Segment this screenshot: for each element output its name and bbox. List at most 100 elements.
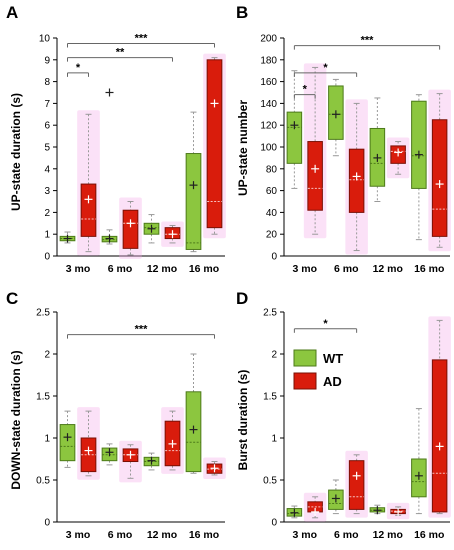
panel-label: C xyxy=(6,289,18,308)
legend: WT AD xyxy=(293,349,343,390)
x-tick-label: 3 mo xyxy=(66,263,91,275)
x-tick-label: 3 mo xyxy=(292,529,317,541)
y-tick-label: 180 xyxy=(260,55,277,66)
box-ad xyxy=(345,450,368,518)
y-tick-label: 100 xyxy=(260,143,277,154)
legend-ad-swatch xyxy=(293,372,317,390)
x-tick-label: 16 mo xyxy=(414,529,444,541)
box-iqr xyxy=(307,141,323,211)
y-tick-label: 9 xyxy=(44,55,50,66)
panel-D: D Burst duration (s) 0 0.5 1 1.5 2 2.5 3 mo 6 m… xyxy=(236,289,451,541)
significance-bracket: *** xyxy=(67,324,215,339)
box-iqr xyxy=(431,359,448,513)
y-tick-label: 6 xyxy=(44,121,50,132)
y-tick-label: 1 xyxy=(271,434,277,445)
significance-label: * xyxy=(323,62,328,74)
y-tick-label: 140 xyxy=(260,99,277,110)
panel-A: A UP-state duration (s) 0 1 2 3 4 5 6 7 8 9 10 3 mo… xyxy=(6,3,226,275)
y-tick-label: 7 xyxy=(44,99,50,110)
box-iqr xyxy=(348,460,365,510)
y-tick-label: 3 xyxy=(44,186,50,197)
y-tick-label: 0 xyxy=(271,252,277,263)
x-tick-label: 12 mo xyxy=(373,263,403,275)
box-wt xyxy=(143,452,160,471)
x-tick-label: 3 mo xyxy=(66,529,91,541)
box-iqr xyxy=(431,119,448,237)
box-wt xyxy=(143,214,160,244)
box-wt xyxy=(286,70,303,189)
significance-bracket: * xyxy=(293,84,316,99)
box-ad xyxy=(428,316,451,518)
x-tick-label: 16 mo xyxy=(189,263,219,275)
box-wt xyxy=(286,505,303,519)
y-tick-label: 40 xyxy=(266,208,278,219)
y-tick-label: 8 xyxy=(44,77,50,88)
box-ad xyxy=(77,110,100,256)
y-tick-label: 10 xyxy=(39,34,51,45)
y-tick-label: 5 xyxy=(44,143,50,154)
box-wt xyxy=(369,504,386,515)
legend-wt-swatch xyxy=(293,349,317,367)
box-ad xyxy=(161,221,184,247)
y-tick-label: 2.5 xyxy=(36,308,50,319)
y-axis-label: UP-state number xyxy=(236,100,250,196)
x-tick-label: 6 mo xyxy=(108,529,133,541)
box-wt xyxy=(101,88,118,245)
y-tick-label: 200 xyxy=(260,34,277,45)
x-tick-label: 16 mo xyxy=(189,529,219,541)
box-ad xyxy=(203,53,226,239)
y-tick-label: 1 xyxy=(44,434,50,445)
box-ad xyxy=(161,407,184,474)
legend-wt-label: WT xyxy=(323,351,343,366)
box-wt xyxy=(185,353,202,474)
significance-label: *** xyxy=(135,324,149,336)
y-tick-label: 20 xyxy=(266,230,278,241)
box-wt xyxy=(59,410,76,468)
y-tick-label: 80 xyxy=(266,164,278,175)
y-axis-label: DOWN-state duration (s) xyxy=(9,350,23,489)
box-ad xyxy=(345,99,368,255)
significance-bracket: *** xyxy=(293,35,441,50)
y-tick-label: 2 xyxy=(44,208,50,219)
legend-ad-label: AD xyxy=(323,374,342,389)
panel-label: B xyxy=(236,3,248,22)
box-wt xyxy=(185,111,202,253)
box-wt xyxy=(369,97,386,202)
y-tick-label: 1 xyxy=(44,230,50,241)
y-tick-label: 0 xyxy=(271,518,277,529)
y-tick-label: 0.5 xyxy=(263,476,277,487)
box-wt xyxy=(59,231,76,244)
y-tick-label: 0 xyxy=(44,252,50,263)
box-wt xyxy=(328,479,344,515)
box-iqr xyxy=(59,424,76,462)
y-tick-label: 2 xyxy=(44,350,50,361)
box-ad xyxy=(303,63,327,239)
y-tick-label: 2.5 xyxy=(263,308,277,319)
significance-label: * xyxy=(76,62,81,74)
y-tick-label: 60 xyxy=(266,186,278,197)
significance-label: * xyxy=(303,84,308,96)
box-iqr xyxy=(411,100,427,189)
y-tick-label: 160 xyxy=(260,77,277,88)
significance-bracket: ** xyxy=(67,47,173,62)
x-tick-label: 12 mo xyxy=(147,263,177,275)
significance-label: *** xyxy=(135,32,149,44)
box-iqr xyxy=(80,183,97,237)
box-wt xyxy=(411,94,427,241)
panel-C: C DOWN-state duration (s) 0 0.5 1 1.5 2 2.5 3 … xyxy=(6,289,226,541)
x-tick-label: 12 mo xyxy=(147,529,177,541)
y-axis-label: UP-state duration (s) xyxy=(9,93,23,211)
significance-bracket: *** xyxy=(67,32,215,48)
y-axis-label: Burst duration (s) xyxy=(236,370,250,471)
significance-bracket: * xyxy=(67,62,89,77)
significance-bracket: * xyxy=(293,62,358,77)
box-ad xyxy=(203,457,226,479)
box-iqr xyxy=(185,153,202,250)
x-tick-label: 6 mo xyxy=(108,263,133,275)
x-tick-label: 6 mo xyxy=(334,529,359,541)
box-iqr xyxy=(286,111,303,164)
box-ad xyxy=(119,440,142,483)
x-tick-label: 16 mo xyxy=(414,263,444,275)
y-tick-label: 0 xyxy=(44,518,50,529)
x-tick-label: 3 mo xyxy=(292,263,317,275)
